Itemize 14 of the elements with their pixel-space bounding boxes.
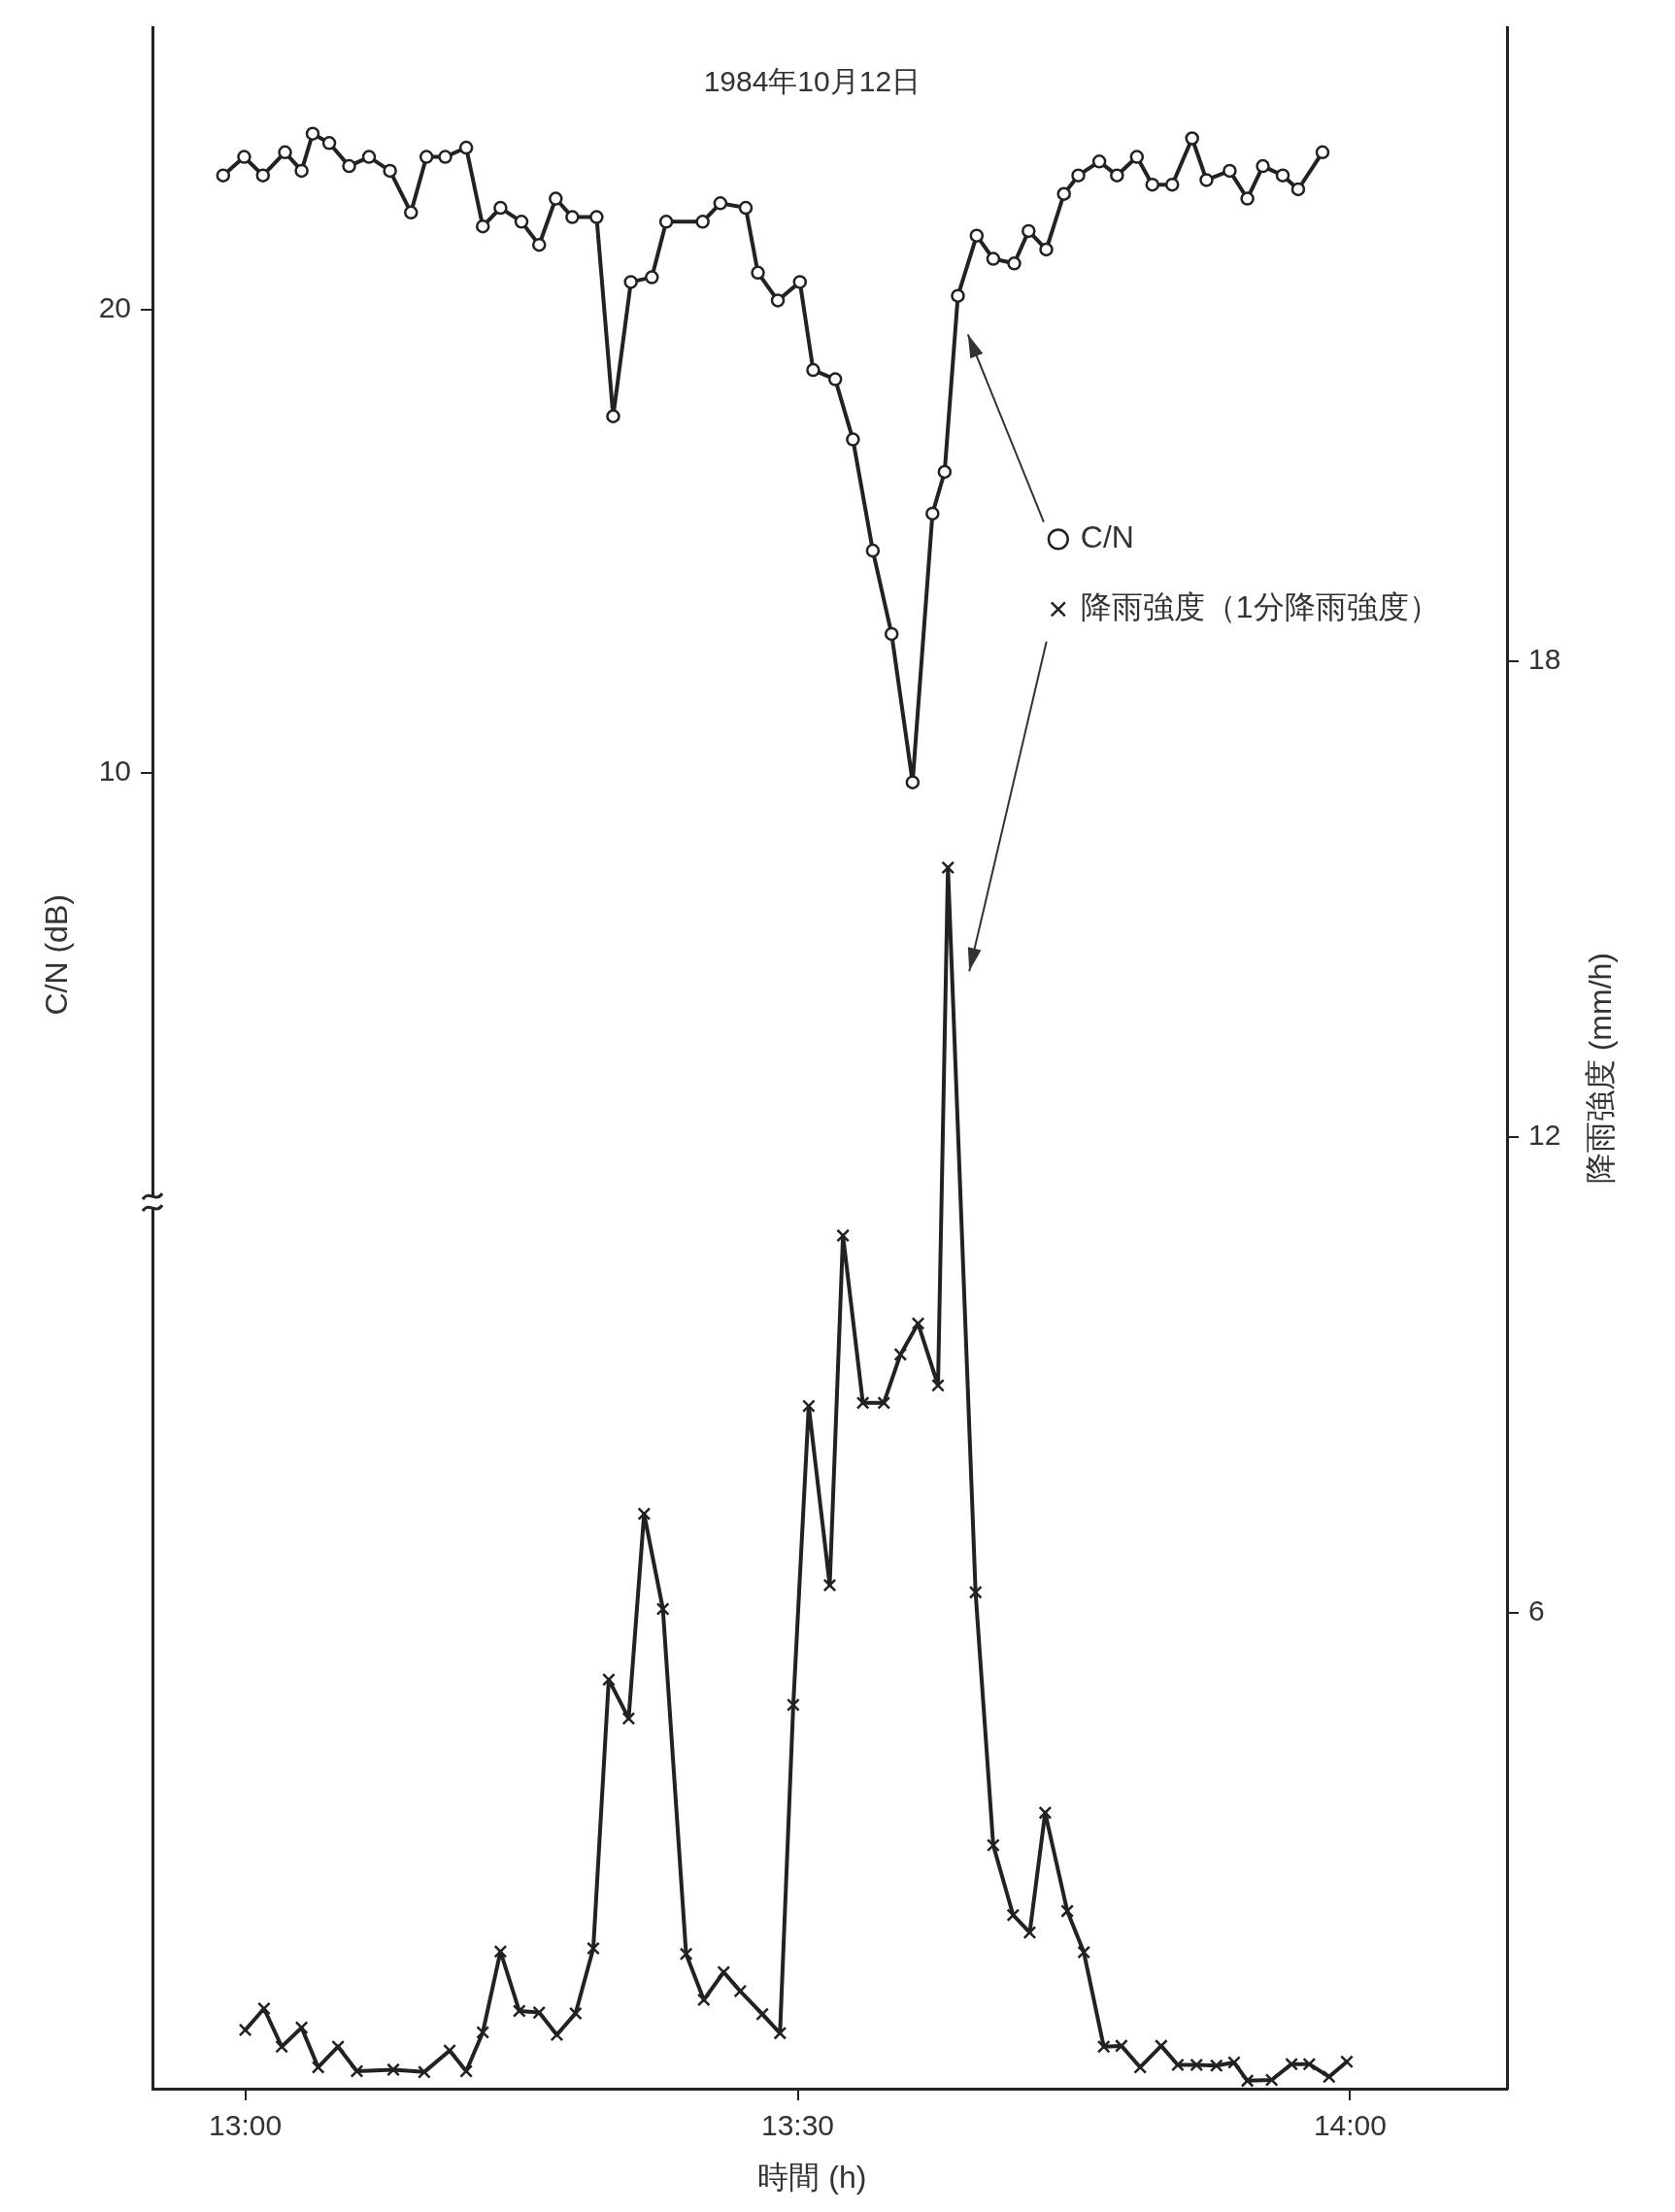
y2-tick-label: 12: [1528, 1119, 1561, 1152]
y2-tick-label: 18: [1528, 643, 1561, 676]
x-tick-label: 13:30: [760, 2109, 835, 2142]
y2-axis-title: 降雨強度 (mm/h): [1582, 953, 1618, 1185]
y2-tick-label: 6: [1528, 1594, 1545, 1627]
text: 1984年10月12日: [703, 65, 921, 98]
y-axis-title: C/N (dB): [38, 894, 74, 1016]
x-tick-label: 13:00: [209, 2109, 283, 2142]
y-tick-label: 10: [98, 754, 131, 788]
x-axis-title: 時間 (h): [757, 2159, 867, 2195]
legend-label: 降雨強度（1分降雨強度）: [1080, 589, 1440, 625]
legend-label: C/N: [1080, 519, 1134, 555]
y-tick-label: 20: [98, 291, 131, 324]
x-tick-label: 14:00: [1313, 2109, 1387, 2142]
